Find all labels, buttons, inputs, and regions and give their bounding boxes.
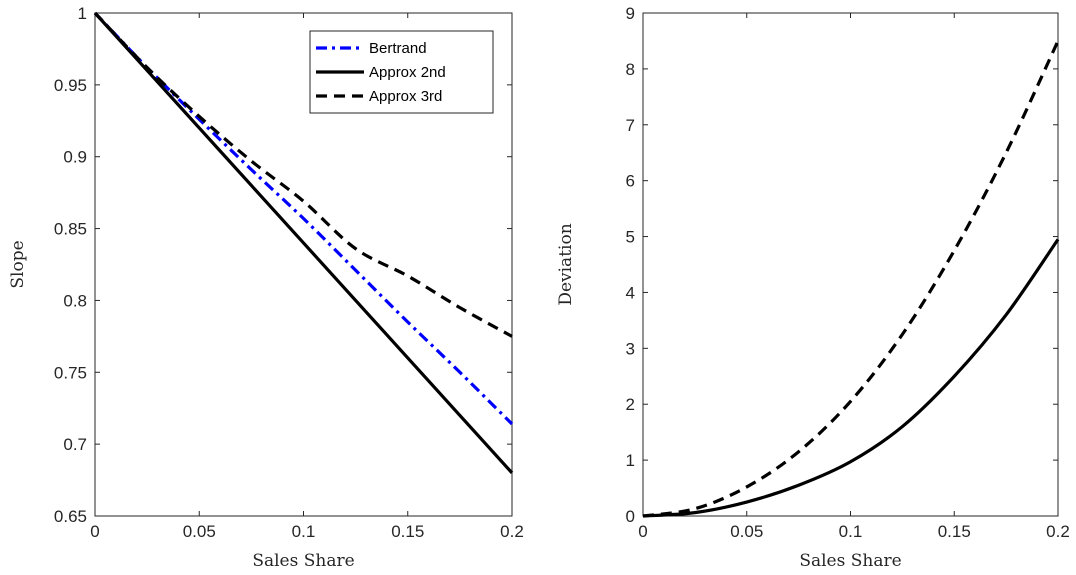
y-tick-label: 5 <box>626 228 635 247</box>
y-tick-label: 0.7 <box>63 435 87 454</box>
x-tick-label: 0 <box>638 522 647 541</box>
y-tick-label: 8 <box>626 60 635 79</box>
x-axis-label: Sales Share <box>799 551 901 571</box>
legend-label: Approx 3rd <box>369 88 442 105</box>
series-line-3 <box>93 11 513 338</box>
x-tick-label: 0.05 <box>730 522 763 541</box>
y-tick-label: 0.8 <box>63 291 87 310</box>
x-tick-label: 0.15 <box>938 522 971 541</box>
y-tick-label: 1 <box>626 451 635 470</box>
y-tick-label: 9 <box>626 4 635 23</box>
y-tick-label: 0.75 <box>54 363 87 382</box>
y-tick-label: 6 <box>626 172 635 191</box>
y-tick-label: 0 <box>626 507 635 526</box>
y-tick-label: 1 <box>78 4 87 23</box>
y-tick-label: 0.85 <box>54 220 87 239</box>
chart-2: 0 0.05 0.1 0.15 0.2 0 1 2 3 4 5 6 7 8 9 Sales Share Devi… <box>556 4 1070 571</box>
y-axis-label: Deviation <box>556 223 576 305</box>
x-tick-label: 0.2 <box>1046 522 1070 541</box>
plot-frame <box>642 12 1059 517</box>
y-tick-label: 0.95 <box>54 76 87 95</box>
legend-label: Bertrand <box>369 40 427 57</box>
y-tick-label: 0.9 <box>63 148 87 167</box>
y-tick-label: 0.65 <box>54 507 87 526</box>
x-tick-label: 0.1 <box>292 522 316 541</box>
series-line-1 <box>642 238 1060 518</box>
y-axis-label: Slope <box>8 240 28 288</box>
series-line-2 <box>93 11 514 474</box>
x-tick-label: 0.15 <box>391 522 424 541</box>
series-line-2 <box>642 40 1060 518</box>
y-tick-label: 2 <box>626 395 635 414</box>
x-tick-label: 0.1 <box>839 522 863 541</box>
chart-1: 0 0.05 0.1 0.15 0.2 0.65 0.7 0.75 0.8 0.85 0.9 0.95… <box>8 4 524 571</box>
legend-label: Approx 2nd <box>369 64 446 81</box>
y-tick-label: 4 <box>626 283 635 302</box>
legend: Bertrand Approx 2nd Approx 3rd <box>309 30 494 114</box>
x-axis-label: Sales Share <box>252 551 354 571</box>
y-tick-label: 7 <box>626 116 635 135</box>
x-tick-label: 0.05 <box>183 522 216 541</box>
y-tick-label: 3 <box>626 339 635 358</box>
x-tick-label: 0 <box>90 522 99 541</box>
x-tick-label: 0.2 <box>500 522 524 541</box>
